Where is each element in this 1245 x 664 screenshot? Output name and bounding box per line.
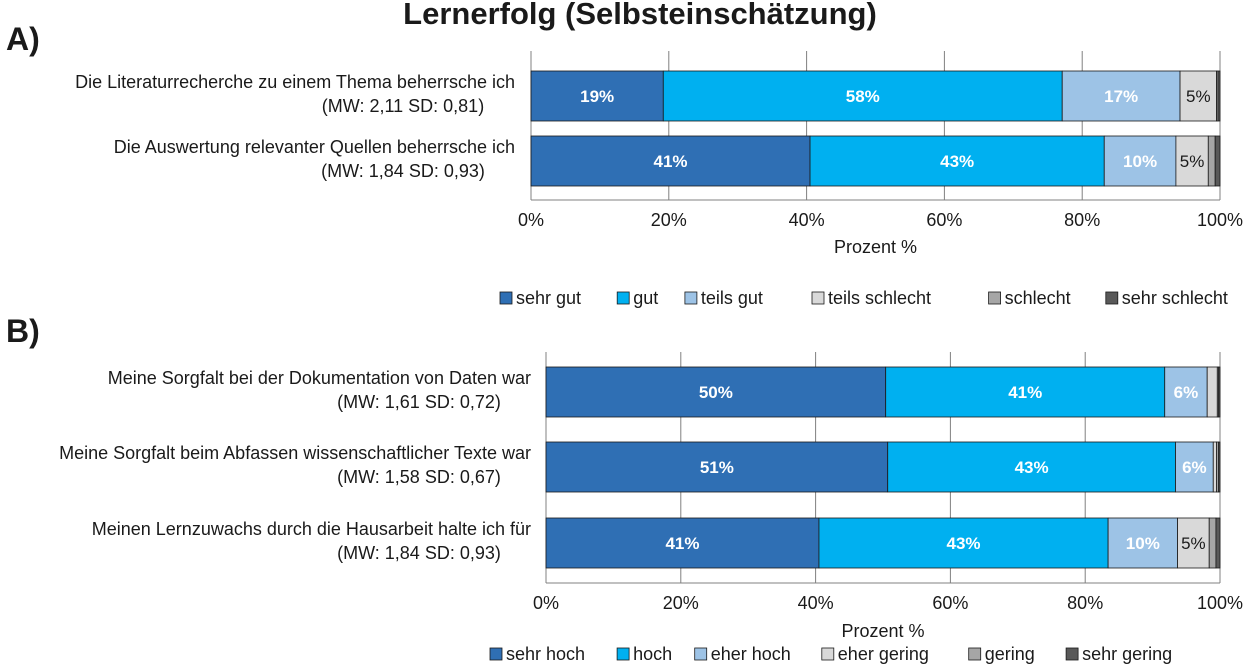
data-label: 41% <box>1008 383 1042 402</box>
data-label: 5% <box>1186 87 1211 106</box>
bar-segment <box>1179 70 1217 122</box>
legend-swatch <box>499 291 513 305</box>
bar-segment <box>1164 366 1208 418</box>
bar-segment <box>1218 366 1221 418</box>
bar-segment <box>1206 366 1218 418</box>
x-tick-label: 80% <box>1064 210 1100 230</box>
x-tick-label: 100% <box>1197 210 1243 230</box>
legend-swatch <box>1105 291 1119 305</box>
bar-segment <box>545 517 820 569</box>
data-label: 43% <box>947 534 981 553</box>
bar-segment <box>1217 70 1221 122</box>
x-tick-label: 100% <box>1197 593 1243 613</box>
legend-label: sehr gut <box>516 288 581 308</box>
x-axis-label: Prozent % <box>841 621 924 641</box>
legend-swatch <box>616 647 630 661</box>
data-label: 19% <box>580 87 614 106</box>
bar-segment <box>530 135 811 187</box>
x-tick-label: 80% <box>1067 593 1103 613</box>
panel-label: B) <box>6 313 40 349</box>
bar-segment <box>545 366 887 418</box>
bar-segment <box>1061 70 1181 122</box>
category-label: Die Literaturrecherche zu einem Thema be… <box>75 72 515 92</box>
legend-swatch <box>694 647 708 661</box>
legend-swatch <box>968 647 982 661</box>
data-label: 58% <box>846 87 880 106</box>
legend-label: gering <box>985 644 1035 664</box>
x-axis-label: Prozent % <box>834 237 917 257</box>
data-label: 5% <box>1180 152 1205 171</box>
category-stats: (MW: 1,84 SD: 0,93) <box>337 543 501 563</box>
legend-swatch <box>1065 647 1079 661</box>
data-label: 41% <box>665 534 699 553</box>
legend-label: sehr gering <box>1082 644 1172 664</box>
legend-label: teils gut <box>701 288 763 308</box>
legend-label: gut <box>633 288 658 308</box>
bar-segment <box>1218 441 1221 493</box>
data-label: 51% <box>700 458 734 477</box>
bar-segment <box>809 135 1105 187</box>
legend-swatch <box>811 291 825 305</box>
x-tick-label: 20% <box>651 210 687 230</box>
legend-label: teils schlecht <box>828 288 931 308</box>
bar-segment <box>887 441 1176 493</box>
legend-swatch <box>684 291 698 305</box>
legend-swatch <box>988 291 1001 305</box>
category-stats: (MW: 1,84 SD: 0,93) <box>321 161 485 181</box>
legend-swatch <box>821 647 835 661</box>
bar-segment <box>1175 135 1209 187</box>
data-label: 10% <box>1126 534 1160 553</box>
panel-a: A) 0% 20% 40% 60% 80% 100% Prozent % 19% 58% 17% 5%… <box>6 21 1243 308</box>
x-tick-label: 20% <box>663 593 699 613</box>
bar-segment <box>662 70 1063 122</box>
legend-label: schlecht <box>1005 288 1071 308</box>
bar-segment <box>530 70 664 122</box>
category-stats: (MW: 2,11 SD: 0,81) <box>322 96 484 116</box>
category-label: Meinen Lernzuwachs durch die Hausarbeit … <box>92 519 531 539</box>
legend-label: eher hoch <box>711 644 791 664</box>
category-label: Meine Sorgfalt bei der Dokumentation von… <box>108 368 531 388</box>
bar-segment <box>1208 517 1217 569</box>
bar-segment <box>545 441 889 493</box>
x-tick-label: 60% <box>932 593 968 613</box>
data-label: 43% <box>1015 458 1049 477</box>
x-tick-label: 40% <box>798 593 834 613</box>
bar-segment <box>1175 441 1214 493</box>
chart-title: Lernerfolg (Selbsteinschätzung) <box>403 0 877 31</box>
category-stats: (MW: 1,58 SD: 0,67) <box>337 467 501 487</box>
bar-segment <box>1212 441 1218 493</box>
data-label: 5% <box>1181 534 1206 553</box>
category-label: Die Auswertung relevanter Quellen beherr… <box>114 137 515 157</box>
category-stats: (MW: 1,61 SD: 0,72) <box>337 392 501 412</box>
data-label: 50% <box>699 383 733 402</box>
bar-segment <box>885 366 1166 418</box>
legend-swatch <box>489 647 503 661</box>
legend-label: hoch <box>633 644 672 664</box>
x-tick-label: 60% <box>926 210 962 230</box>
bar-segment <box>1207 135 1216 187</box>
x-tick-label: 40% <box>789 210 825 230</box>
data-label: 41% <box>654 152 688 171</box>
data-label: 6% <box>1174 383 1199 402</box>
data-label: 43% <box>940 152 974 171</box>
bar-segment <box>1103 135 1177 187</box>
panel-label: A) <box>6 21 40 57</box>
category-label: Meine Sorgfalt beim Abfassen wissenschaf… <box>59 443 531 463</box>
data-label: 17% <box>1104 87 1138 106</box>
data-label: 6% <box>1182 458 1207 477</box>
bar-segment <box>1214 135 1221 187</box>
panel-b: B) 0% 20% 40% 60% 80% 100% Prozent % 50% 41% 6% Mei… <box>6 313 1243 664</box>
legend-label: eher gering <box>838 644 929 664</box>
data-label: 10% <box>1123 152 1157 171</box>
x-tick-label: 0% <box>518 210 544 230</box>
bar-segment <box>1215 517 1221 569</box>
legend-swatch <box>616 291 630 305</box>
legend-label: sehr schlecht <box>1122 288 1228 308</box>
bar-segment <box>1177 517 1210 569</box>
legend-label: sehr hoch <box>506 644 585 664</box>
x-tick-label: 0% <box>533 593 559 613</box>
